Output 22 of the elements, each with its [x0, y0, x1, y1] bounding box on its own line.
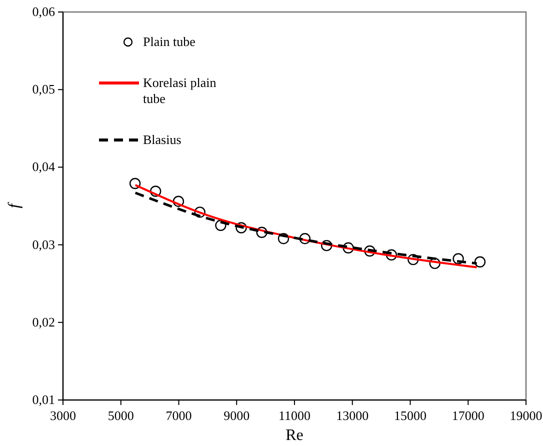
legend-label: Blasius	[143, 132, 182, 147]
legend-label: Korelasi plain tube	[143, 75, 217, 106]
point	[474, 256, 486, 268]
x-tick-label: 11000	[278, 408, 311, 423]
y-tick-label: 0,05	[32, 82, 55, 97]
x-tick-label: 7000	[166, 408, 192, 423]
x-tick-label: 15000	[394, 408, 426, 423]
point	[129, 178, 141, 190]
x-tick-label: 5000	[108, 408, 134, 423]
legend-label: Plain tube	[143, 34, 196, 49]
y-tick-label: 0,03	[32, 236, 55, 252]
y-tick-label: 0,02	[32, 314, 55, 330]
y-tick-label: 0,06	[32, 4, 56, 19]
x-tick-label: 17000	[452, 408, 484, 423]
x-tick-label: 3000	[50, 408, 76, 423]
x-tick-label: 9000	[224, 408, 250, 423]
y-tick-label: 0,01	[32, 392, 55, 407]
x-axis-title: Re	[286, 427, 304, 444]
y-axis-title: f	[6, 201, 23, 208]
x-tick-label: 19000	[510, 408, 542, 423]
x-tick-label: 13000	[336, 408, 369, 423]
y-tick-label: 0,04	[32, 159, 56, 174]
